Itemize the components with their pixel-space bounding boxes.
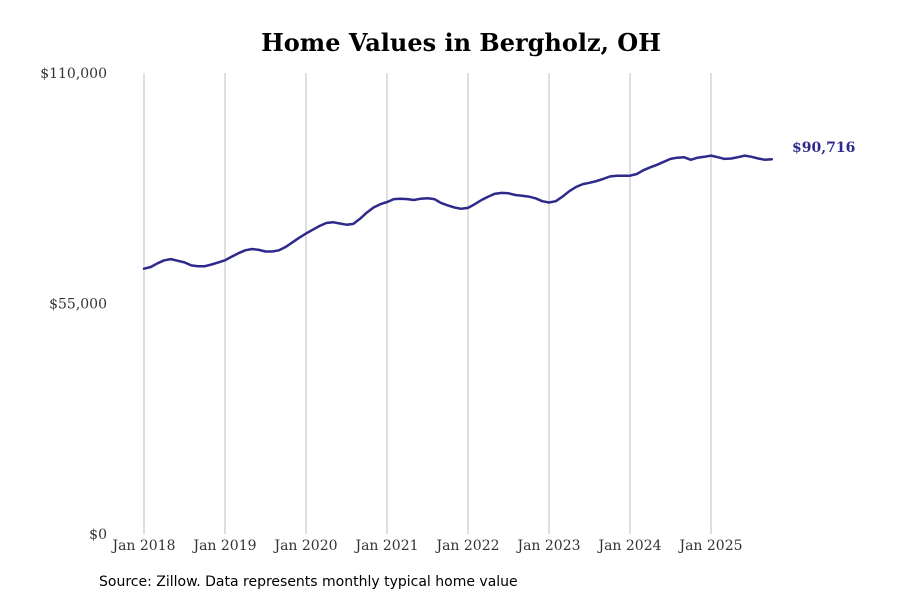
x-tick-label: Jan 2024 xyxy=(596,538,661,554)
y-tick-label: $110,000 xyxy=(40,66,107,82)
x-tick-label: Jan 2018 xyxy=(110,538,175,554)
x-tick-label: Jan 2025 xyxy=(677,538,742,554)
y-axis: $0 $55,000 $110,000 xyxy=(40,66,107,543)
x-tick-label: Jan 2023 xyxy=(515,538,580,554)
source-note: Source: Zillow. Data represents monthly … xyxy=(99,574,518,590)
y-tick-label: $0 xyxy=(89,527,107,543)
chart-title: Home Values in Bergholz, OH xyxy=(261,28,661,57)
vertical-gridlines xyxy=(143,73,712,534)
x-tick-label: Jan 2022 xyxy=(434,538,499,554)
x-tick-label: Jan 2020 xyxy=(272,538,337,554)
x-tick-label: Jan 2021 xyxy=(353,538,418,554)
x-tick-label: Jan 2019 xyxy=(191,538,256,554)
x-axis: Jan 2018 Jan 2019 Jan 2020 Jan 2021 Jan 2022… xyxy=(110,538,742,554)
last-value-label: $90,716 xyxy=(792,140,855,156)
y-tick-label: $55,000 xyxy=(49,297,107,313)
home-value-series-line xyxy=(142,154,774,270)
